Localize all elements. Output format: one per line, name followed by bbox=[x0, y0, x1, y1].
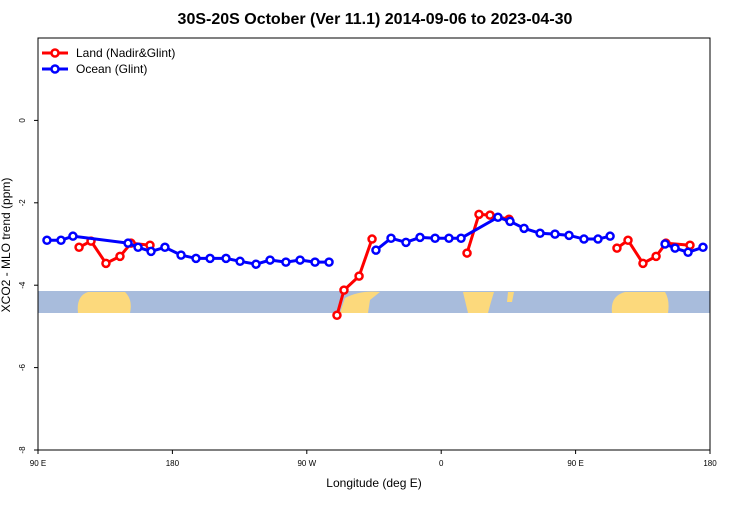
data-point bbox=[295, 255, 305, 265]
data-point bbox=[579, 234, 589, 244]
data-point bbox=[683, 247, 693, 257]
data-point bbox=[191, 253, 201, 264]
data-point bbox=[623, 235, 633, 246]
data-point bbox=[332, 310, 342, 321]
data-point bbox=[176, 250, 186, 260]
data-point bbox=[474, 209, 484, 220]
x-tick-label: 180 bbox=[166, 459, 180, 468]
data-point bbox=[660, 239, 670, 249]
data-point bbox=[612, 243, 622, 253]
x-tick-label: 0 bbox=[439, 459, 444, 468]
data-point bbox=[354, 271, 364, 281]
data-point bbox=[519, 223, 529, 234]
legend-marker bbox=[50, 64, 60, 74]
data-point bbox=[42, 235, 52, 246]
data-point bbox=[670, 243, 680, 253]
chart-title: 30S-20S October (Ver 11.1) 2014-09-06 to… bbox=[178, 11, 573, 28]
map-strip bbox=[38, 291, 710, 313]
data-point bbox=[101, 258, 111, 269]
data-point bbox=[493, 212, 503, 222]
y-tick-label: -2 bbox=[18, 199, 27, 207]
data-point bbox=[74, 242, 84, 253]
legend-label: Land (Nadir&Glint) bbox=[76, 46, 175, 60]
data-point bbox=[205, 253, 215, 264]
data-point bbox=[444, 233, 454, 243]
series-line bbox=[664, 242, 704, 254]
data-point bbox=[115, 251, 125, 262]
data-point bbox=[638, 258, 648, 269]
data-point bbox=[550, 229, 560, 239]
plot-frame bbox=[37, 37, 711, 451]
data-point bbox=[339, 285, 349, 295]
data-point bbox=[505, 216, 515, 227]
data-point bbox=[430, 233, 440, 243]
data-point bbox=[456, 233, 466, 243]
data-point bbox=[401, 237, 411, 248]
data-point bbox=[593, 234, 603, 244]
data-point bbox=[462, 248, 472, 258]
x-tick-label: 90 E bbox=[567, 459, 583, 468]
data-point bbox=[415, 232, 425, 243]
data-point bbox=[698, 242, 708, 253]
data-point bbox=[133, 242, 143, 253]
x-axis-label: Longitude (deg E) bbox=[326, 476, 421, 490]
y-axis-label: XCO2 - MLO trend (ppm) bbox=[0, 178, 13, 313]
legend-label: Ocean (Glint) bbox=[76, 62, 147, 76]
data-point bbox=[535, 228, 545, 239]
data-point bbox=[265, 255, 275, 265]
data-point bbox=[221, 253, 231, 264]
y-tick-label: 0 bbox=[18, 118, 27, 123]
data-point bbox=[123, 238, 133, 248]
data-point bbox=[68, 231, 78, 241]
data-point bbox=[386, 233, 396, 243]
x-tick-label: 90 E bbox=[30, 459, 46, 468]
series-line bbox=[335, 238, 374, 316]
x-tick-label: 180 bbox=[703, 459, 717, 468]
data-point bbox=[160, 242, 170, 253]
data-point bbox=[251, 259, 261, 269]
legend-marker bbox=[50, 48, 60, 58]
data-point bbox=[651, 251, 661, 262]
data-point bbox=[564, 230, 574, 241]
y-tick-label: -4 bbox=[18, 281, 27, 289]
y-tick-label: -6 bbox=[18, 363, 27, 371]
data-point bbox=[146, 246, 156, 257]
data-point bbox=[605, 231, 615, 241]
data-point bbox=[235, 256, 245, 267]
series-line bbox=[375, 215, 611, 252]
data-point bbox=[485, 210, 495, 220]
data-point bbox=[367, 234, 377, 244]
data-point bbox=[324, 257, 334, 267]
data-point bbox=[371, 245, 381, 255]
y-tick-label: -8 bbox=[18, 446, 27, 454]
x-tick-label: 90 W bbox=[297, 459, 316, 468]
data-point bbox=[310, 257, 320, 267]
data-point bbox=[56, 235, 66, 246]
data-point bbox=[281, 257, 291, 267]
